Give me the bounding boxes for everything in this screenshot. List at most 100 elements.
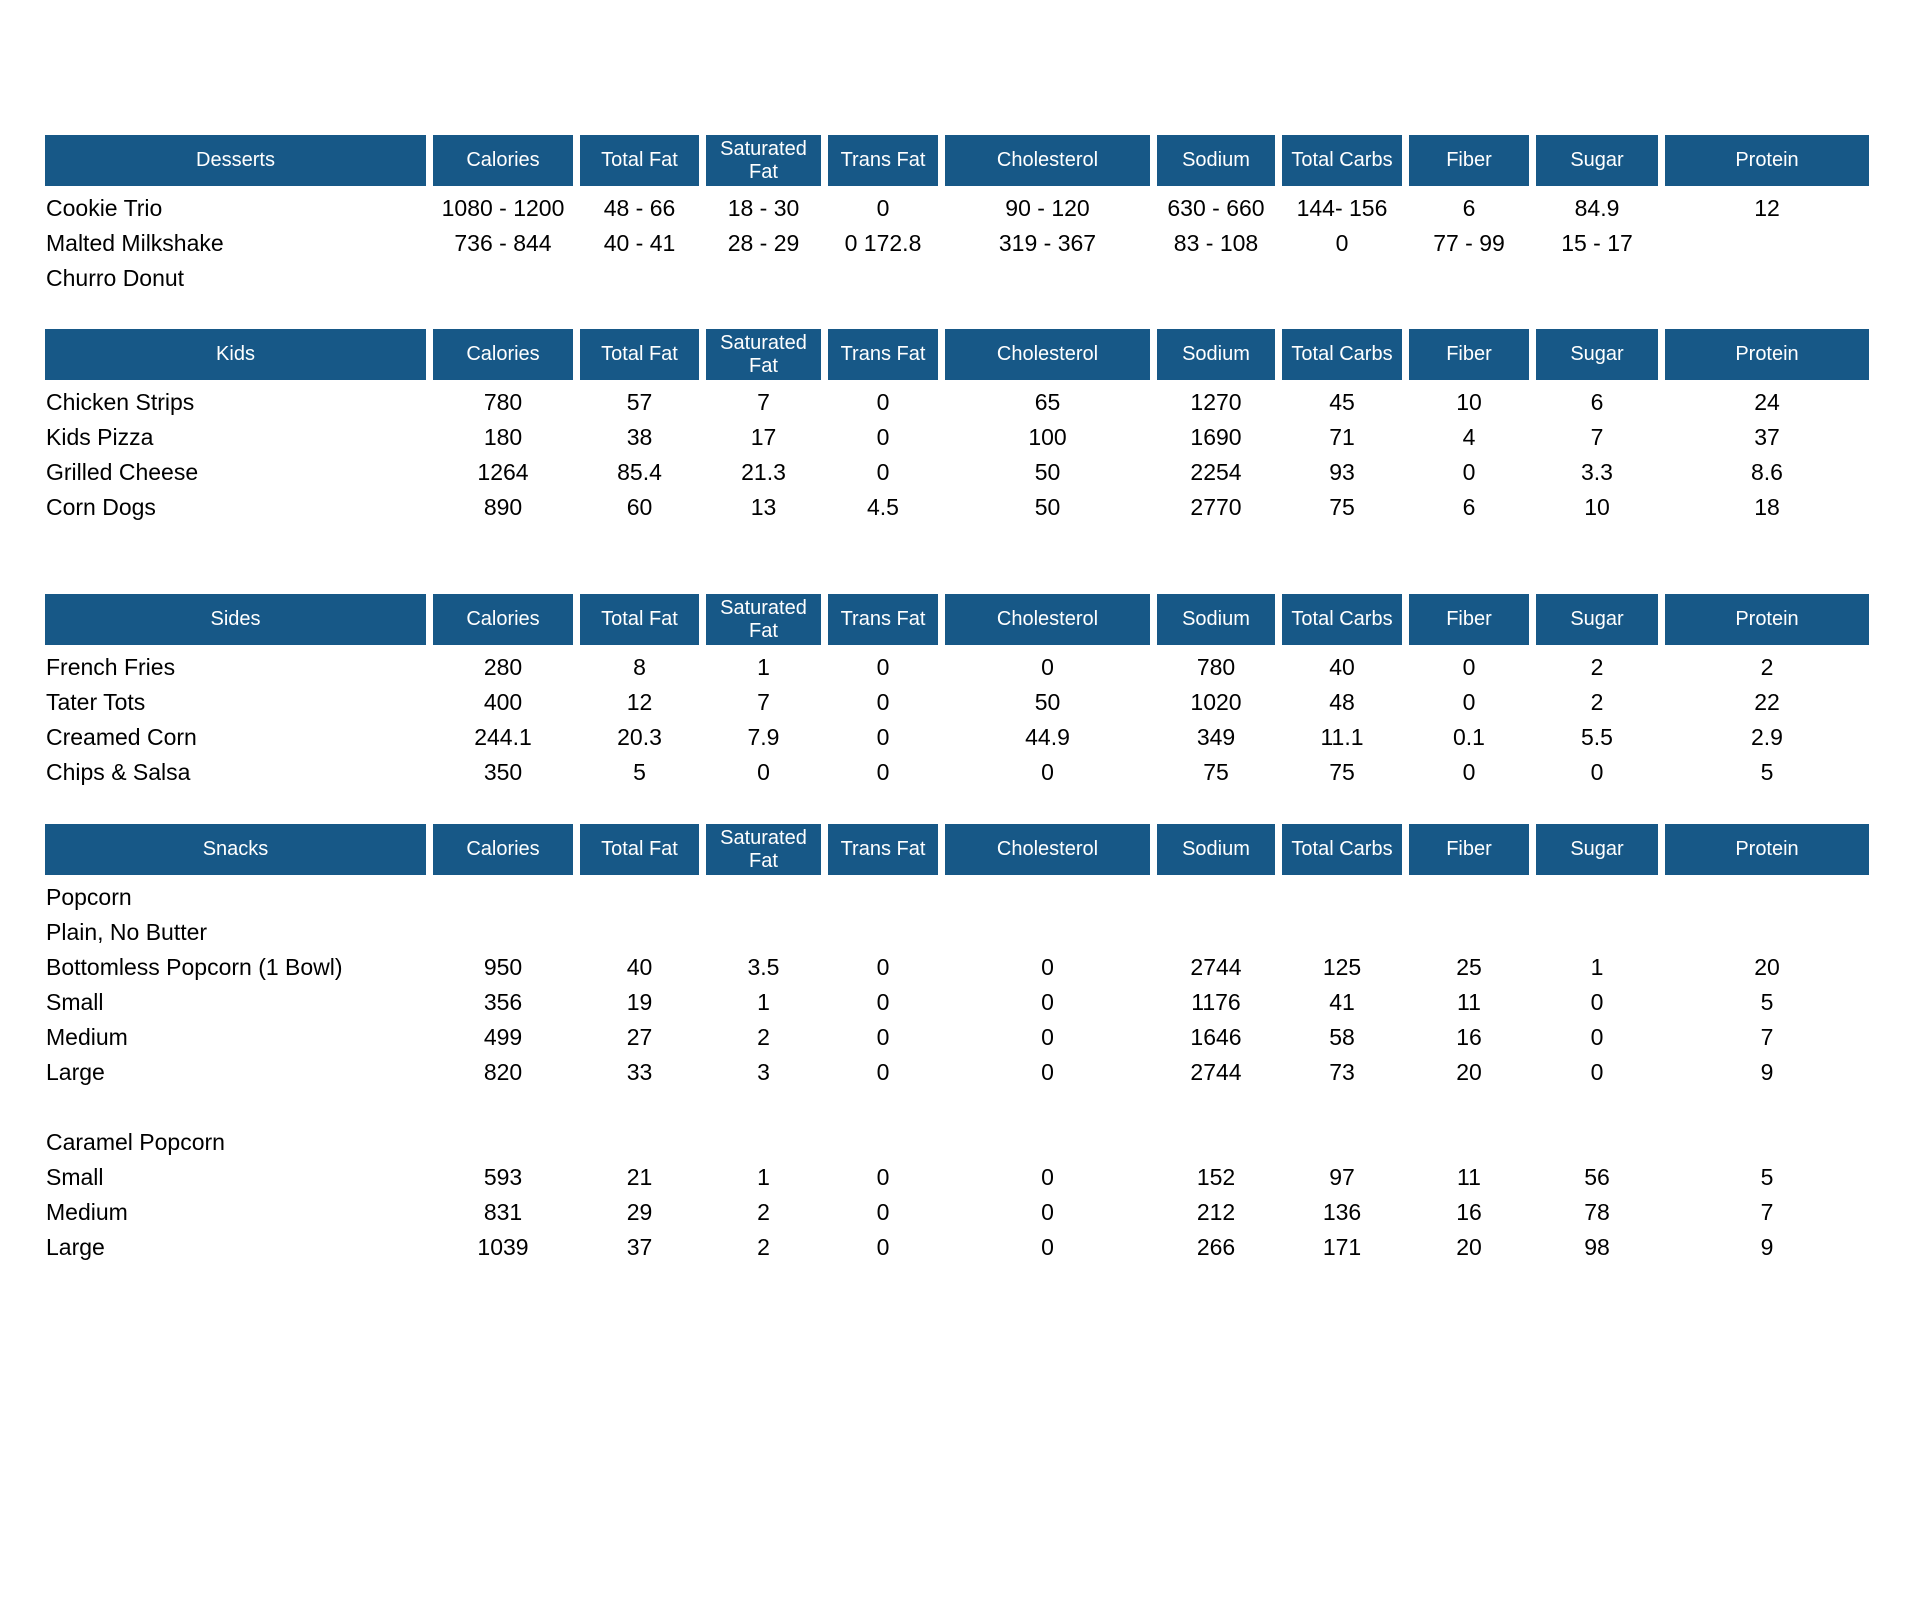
table-header-row: Kids Calories Total Fat Saturated Fat Trans … (45, 329, 1920, 380)
value-cell: 2 (1590, 654, 1604, 680)
row-name-cell: Chicken Strips (46, 389, 195, 415)
column-header-cell: Trans Fat (828, 594, 938, 645)
value-cell: 7.9 (747, 724, 780, 750)
value-cell: 0 (757, 759, 770, 785)
value-cell: 1039 (477, 1234, 529, 1260)
value-cell: 7 (1590, 424, 1604, 450)
value-cell: 0 (876, 195, 890, 221)
nutrition-tables-page: Desserts Calories Total Fat Saturated Fat Tr… (0, 135, 1920, 1265)
value-cell: 16 (1456, 1024, 1482, 1050)
table-header-row: Sides Calories Total Fat Saturated Fat Trans… (45, 594, 1920, 645)
value-cell: 20.3 (617, 724, 662, 750)
value-cell: 2770 (1190, 494, 1242, 520)
value-cell: 0 (876, 654, 890, 680)
table-section-sides: Sides Calories Total Fat Saturated Fat Trans… (45, 594, 1920, 790)
value-cell: 20 (1456, 1059, 1482, 1085)
value-cell: 1270 (1190, 389, 1242, 415)
table-row: Corn Dogs 890 60 13 4.5 50 2770 75 6 10 18 (45, 490, 1920, 525)
column-header-cell: Saturated Fat (706, 594, 821, 645)
value-cell: 2 (757, 1024, 770, 1050)
value-cell: 33 (626, 1059, 653, 1085)
row-name-cell: Small (46, 989, 104, 1015)
value-cell: 125 (1322, 954, 1362, 980)
value-cell: 83 - 108 (1173, 230, 1259, 256)
table-header-row: Desserts Calories Total Fat Saturated Fat Tr… (45, 135, 1920, 186)
value-cell: 58 (1329, 1024, 1355, 1050)
table-row: Churro Donut (45, 261, 1920, 296)
column-header-cell: Calories (433, 135, 573, 186)
value-cell: 0 (1462, 689, 1476, 715)
row-name-cell: Tater Tots (46, 689, 146, 715)
value-cell: 11 (1457, 989, 1481, 1015)
value-cell: 2 (757, 1234, 770, 1260)
value-cell: 10 (1584, 494, 1610, 520)
value-cell: 0 (876, 759, 890, 785)
value-cell: 0 (1590, 1024, 1604, 1050)
value-cell: 0 (876, 424, 890, 450)
table-row: Large 820 33 3 0 0 2744 73 20 0 9 (45, 1055, 1920, 1090)
value-cell: 20 (1754, 954, 1780, 980)
row-name-cell: Chips & Salsa (46, 759, 191, 785)
value-cell: 1646 (1190, 1024, 1242, 1050)
value-cell: 0 (876, 954, 890, 980)
value-cell: 21.3 (741, 459, 786, 485)
value-cell: 0 (1590, 1059, 1604, 1085)
value-cell: 349 (1196, 724, 1236, 750)
column-header-cell: Protein (1665, 824, 1869, 875)
value-cell: 77 - 99 (1433, 230, 1505, 256)
column-header-cell: Sodium (1157, 329, 1275, 380)
value-cell: 0 (1041, 1234, 1054, 1260)
column-header-cell: Trans Fat (828, 329, 938, 380)
value-cell: 8.6 (1751, 459, 1783, 485)
value-cell: 73 (1329, 1059, 1355, 1085)
value-cell: 180 (483, 424, 523, 450)
column-header-cell: Protein (1665, 135, 1869, 186)
column-header-cell: Fiber (1409, 594, 1529, 645)
column-header-cell: Fiber (1409, 329, 1529, 380)
column-header-cell: Sugar (1536, 135, 1658, 186)
value-cell: 1020 (1190, 689, 1242, 715)
row-name-cell: Churro Donut (46, 265, 185, 291)
column-header-cell: Total Carbs (1282, 824, 1402, 875)
table-row: French Fries 280 8 1 0 0 780 40 0 2 2 (45, 650, 1920, 685)
value-cell: 0 (876, 389, 890, 415)
column-header-cell: Protein (1665, 594, 1869, 645)
value-cell: 2 (1590, 689, 1604, 715)
column-header-cell: Total Carbs (1282, 329, 1402, 380)
value-cell: 0 (1041, 759, 1054, 785)
column-header-cell: Total Fat (580, 824, 699, 875)
value-cell: 11.1 (1320, 724, 1364, 750)
value-cell: 71 (1329, 424, 1355, 450)
table-row: Malted Milkshake 736 - 844 40 - 41 28 - 29 0… (45, 226, 1920, 261)
value-cell: 19 (626, 989, 653, 1015)
column-header-cell: Total Carbs (1282, 594, 1402, 645)
table-row: Bottomless Popcorn (1 Bowl) 950 40 3.5 0 0 274… (45, 950, 1920, 985)
category-header-cell: Kids (45, 329, 426, 380)
table-section-kids: Kids Calories Total Fat Saturated Fat Trans … (45, 329, 1920, 525)
value-cell: 0 (876, 1059, 890, 1085)
table-row: Kids Pizza 180 38 17 0 100 1690 71 4 7 37 (45, 420, 1920, 455)
value-cell: 780 (1196, 654, 1236, 680)
value-cell: 2.9 (1751, 724, 1783, 750)
value-cell: 10 (1456, 389, 1482, 415)
value-cell: 0 (876, 1199, 890, 1225)
column-header-cell: Sodium (1157, 135, 1275, 186)
column-header-cell: Calories (433, 594, 573, 645)
table-row: Cookie Trio 1080 - 1200 48 - 66 18 - 30 0 90 … (45, 191, 1920, 226)
value-cell: 820 (483, 1059, 523, 1085)
value-cell: 0 (1462, 759, 1476, 785)
value-cell: 356 (483, 989, 523, 1015)
value-cell: 3.5 (747, 954, 780, 980)
value-cell: 2744 (1190, 1059, 1242, 1085)
column-header-cell: Calories (433, 329, 573, 380)
value-cell: 350 (483, 759, 523, 785)
value-cell: 4.5 (867, 494, 899, 520)
value-cell: 75 (1329, 759, 1355, 785)
value-cell: 2254 (1190, 459, 1242, 485)
value-cell: 78 (1584, 1199, 1610, 1225)
value-cell: 831 (483, 1199, 523, 1225)
row-name-cell: Cookie Trio (46, 195, 163, 221)
value-cell: 29 (626, 1199, 653, 1225)
value-cell: 1 (757, 989, 770, 1015)
value-cell: 28 - 29 (727, 230, 800, 256)
